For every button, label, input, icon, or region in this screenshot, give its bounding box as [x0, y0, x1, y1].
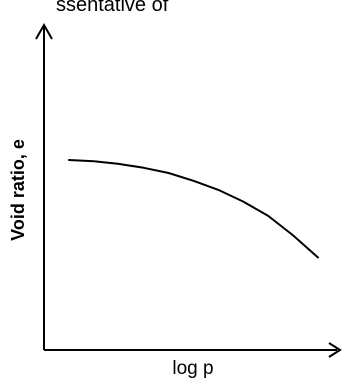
- x-axis-label: log p: [172, 358, 213, 379]
- y-axis-label: Void ratio, e: [8, 139, 28, 241]
- compression-curve: [68, 159, 319, 259]
- y-axis-arrowhead: [35, 22, 53, 40]
- x-axis-arrowhead: [328, 342, 342, 358]
- top-text-fragment: ssentative of: [56, 0, 169, 16]
